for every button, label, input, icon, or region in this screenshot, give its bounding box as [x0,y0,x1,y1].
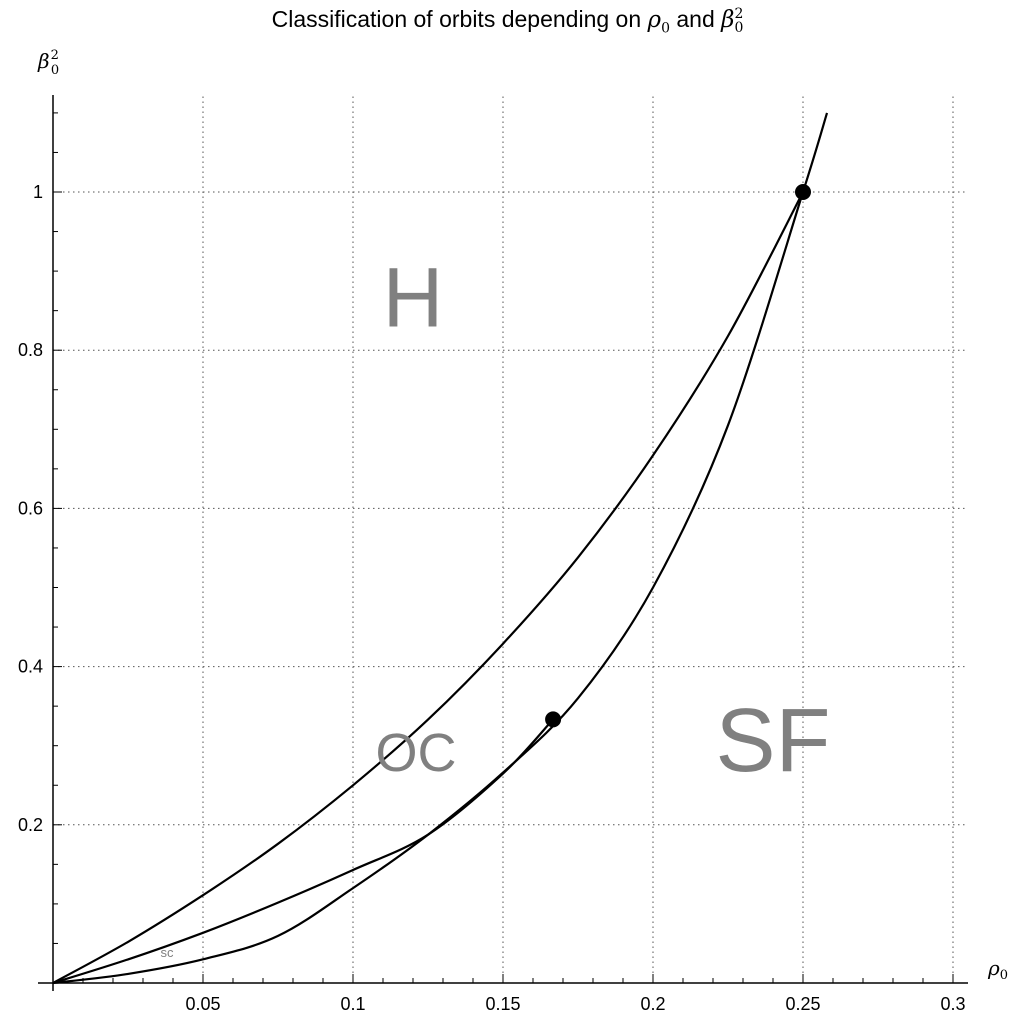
marker-point [545,711,562,728]
y-tick-label: 0.6 [18,498,43,518]
region-label-h: H [383,250,444,344]
title-text-2: and [669,6,722,32]
y-tick-label: 0.4 [18,657,43,677]
title-text-1: Classification of orbits depending on [271,6,648,32]
x-tick-label: 0.15 [485,994,520,1014]
x-tick-label: 0.2 [640,994,665,1014]
region-label-sc: sc [161,945,175,960]
series-curves [52,112,829,985]
marker-point [795,184,811,200]
x-tick-label: 0.05 [185,994,220,1014]
y-axis-label: β2 0 [37,48,59,78]
x-tick-label: 0.3 [940,994,965,1014]
region-label-sf: SF [715,691,830,791]
axis-ticks [53,112,954,983]
y-tick-label: 0.8 [18,340,43,360]
tick-labels: 0.05 0.1 0.15 0.2 0.25 0.3 0.2 0.4 0.6 0.8 1 [18,182,966,1014]
x-axis-label: ρ0 [987,956,1008,983]
chart-title: Classification of orbits depending on ρ0… [0,6,1015,37]
special-points [545,184,811,728]
curve-lower [52,112,829,985]
y-tick-label: 0.2 [18,815,43,835]
title-rho: ρ0 [647,7,670,37]
region-label-oc: OC [376,723,457,783]
curve-middle [52,718,554,985]
x-tick-label: 0.1 [340,994,365,1014]
grid-lines [53,95,968,983]
x-tick-label: 0.25 [785,994,820,1014]
region-labels: H OC SF sc [161,250,831,959]
y-tick-label: 1 [33,182,43,202]
curve-upper [52,191,804,984]
